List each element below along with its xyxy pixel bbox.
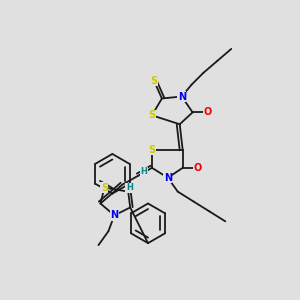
Text: N: N <box>178 92 186 101</box>
Text: S: S <box>101 183 108 193</box>
Text: H: H <box>141 167 148 176</box>
Text: O: O <box>194 163 202 173</box>
Text: N: N <box>164 173 172 183</box>
Text: H: H <box>126 183 133 192</box>
Text: S: S <box>150 76 158 85</box>
Text: S: S <box>148 110 155 120</box>
Text: O: O <box>203 107 211 117</box>
Text: N: N <box>110 210 118 220</box>
Text: S: S <box>148 145 155 155</box>
